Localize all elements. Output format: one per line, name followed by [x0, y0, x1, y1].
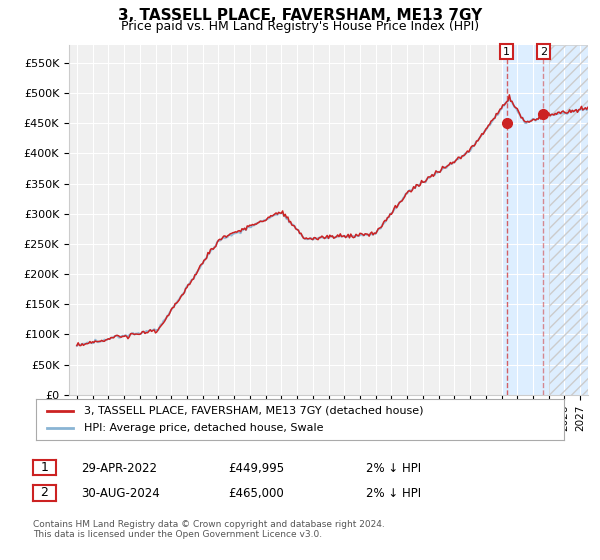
Text: 2% ↓ HPI: 2% ↓ HPI [366, 462, 421, 475]
Bar [548, 45, 588, 395]
Text: 2: 2 [540, 46, 547, 57]
Text: 2% ↓ HPI: 2% ↓ HPI [366, 487, 421, 501]
Text: 2: 2 [40, 486, 49, 500]
Bar [502, 45, 588, 395]
Text: 3, TASSELL PLACE, FAVERSHAM, ME13 7GY (detached house): 3, TASSELL PLACE, FAVERSHAM, ME13 7GY (d… [83, 405, 423, 416]
Text: Contains HM Land Registry data © Crown copyright and database right 2024.
This d: Contains HM Land Registry data © Crown c… [33, 520, 385, 539]
Text: 1: 1 [40, 461, 49, 474]
Text: £465,000: £465,000 [228, 487, 284, 501]
Text: HPI: Average price, detached house, Swale: HPI: Average price, detached house, Swal… [83, 423, 323, 433]
Text: 30-AUG-2024: 30-AUG-2024 [81, 487, 160, 501]
Text: Price paid vs. HM Land Registry's House Price Index (HPI): Price paid vs. HM Land Registry's House … [121, 20, 479, 32]
Text: 29-APR-2022: 29-APR-2022 [81, 462, 157, 475]
Text: 3, TASSELL PLACE, FAVERSHAM, ME13 7GY: 3, TASSELL PLACE, FAVERSHAM, ME13 7GY [118, 8, 482, 24]
Text: 1: 1 [503, 46, 510, 57]
Text: £449,995: £449,995 [228, 462, 284, 475]
